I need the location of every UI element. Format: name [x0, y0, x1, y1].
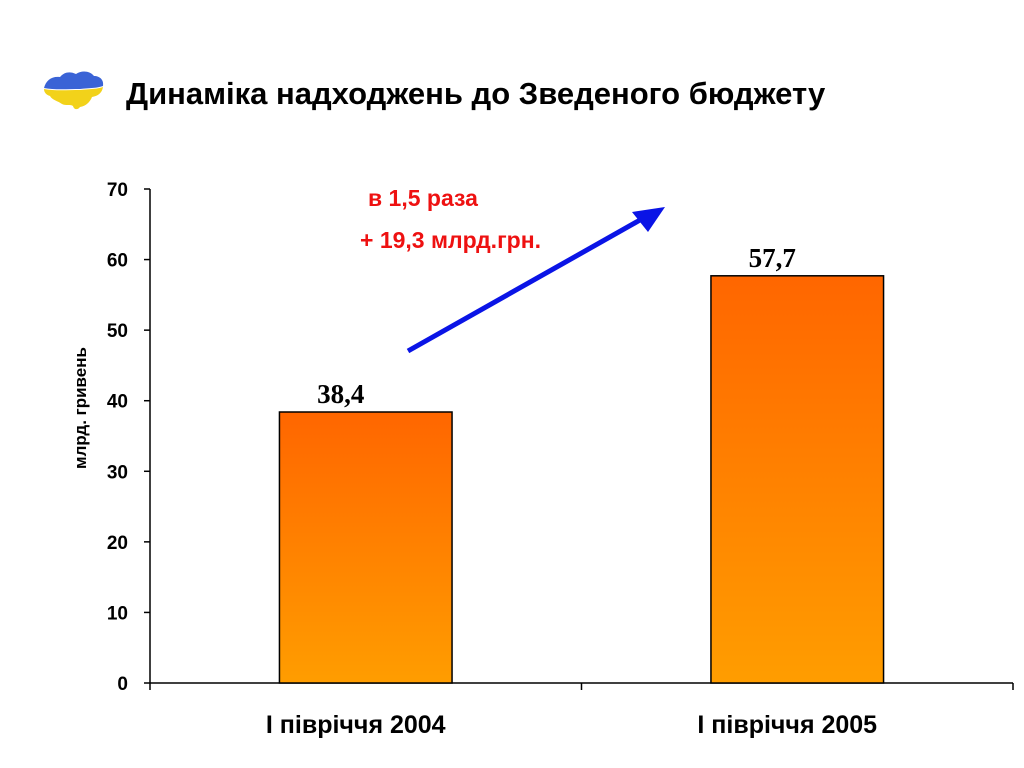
- y-tick-label: 40: [107, 392, 128, 413]
- growth-arrow: [406, 207, 665, 354]
- logo-map-upper: [44, 71, 104, 90]
- y-tick-label: 30: [107, 462, 128, 483]
- y-tick-label: 0: [117, 674, 128, 695]
- growth-arrow-head: [632, 207, 665, 232]
- y-tick-label: 20: [107, 533, 128, 554]
- x-tick-label: І півріччя 2004: [266, 711, 446, 739]
- x-tick-label: І півріччя 2005: [697, 711, 877, 739]
- page-title: Динаміка надходжень до Зведеного бюджету: [126, 76, 826, 111]
- bar: [710, 275, 885, 684]
- y-tick-label: 10: [107, 603, 128, 624]
- growth-arrow-shaft: [406, 217, 642, 354]
- y-tick-label: 60: [107, 251, 128, 272]
- labels: 38,4 І півріччя 2004 57,7 І півріччя 2005: [266, 243, 877, 739]
- ukraine-map-icon: [44, 71, 104, 110]
- y-tick-label: 50: [107, 321, 128, 342]
- bars: [278, 275, 885, 684]
- axes: 0 10 20 30 40 50 60 70: [107, 180, 1014, 695]
- bar: [278, 411, 453, 684]
- data-label: 38,4: [317, 379, 364, 409]
- y-axis-label: млрд. гривень: [71, 347, 90, 469]
- ratio-annotation: в 1,5 раза: [368, 185, 478, 211]
- delta-annotation: + 19,3 млрд.грн.: [360, 227, 541, 253]
- logo-map-lower: [44, 87, 103, 110]
- y-tick-label: 70: [107, 180, 128, 201]
- data-label: 57,7: [749, 243, 796, 273]
